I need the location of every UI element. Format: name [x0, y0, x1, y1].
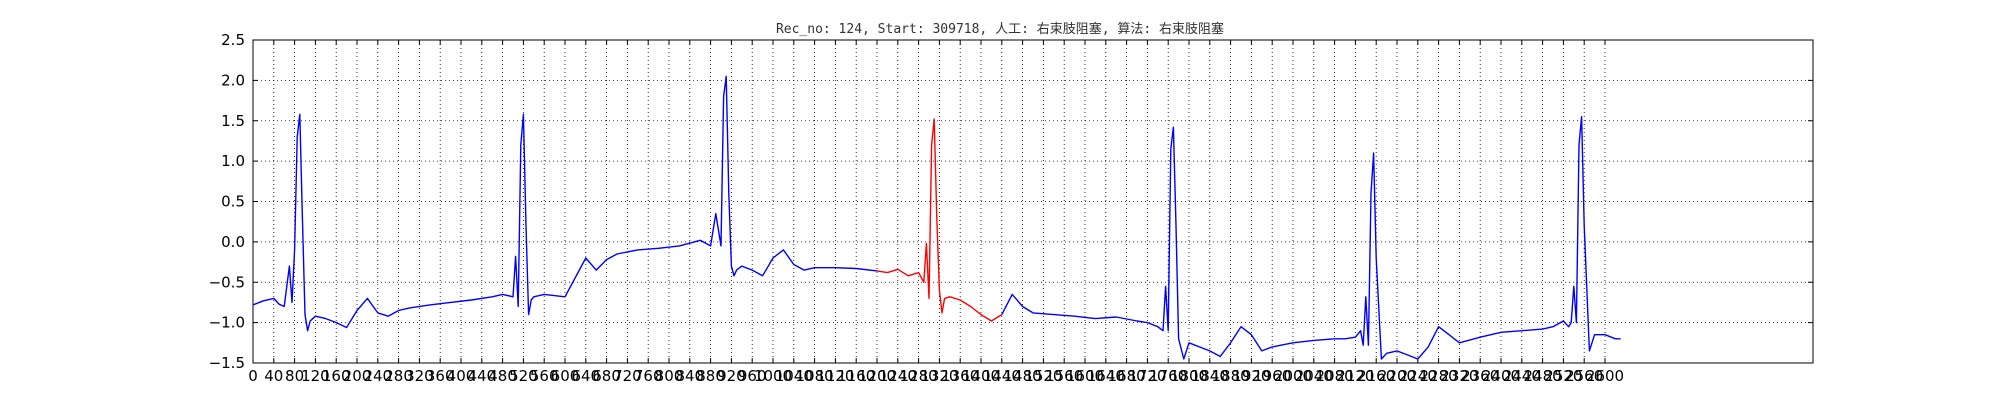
x-tick-label: 2120 [1336, 367, 1374, 385]
x-tick-label: 1000 [754, 367, 792, 385]
x-tick-label: 320 [405, 367, 434, 385]
x-tick-label: 680 [592, 367, 621, 385]
x-tick-label: 1440 [983, 367, 1021, 385]
x-tick-label: 1480 [1004, 367, 1042, 385]
x-tick-label: 600 [551, 367, 580, 385]
x-tick-label: 880 [696, 367, 725, 385]
x-tick-label: 1400 [962, 367, 1000, 385]
x-tick-label: 2600 [1586, 367, 1624, 385]
x-tick-label: 1520 [1024, 367, 1062, 385]
y-tick-label: 1.5 [221, 112, 245, 130]
x-tick-label: 80 [285, 367, 304, 385]
x-tick-label: 2520 [1544, 367, 1582, 385]
x-tick-label: 160 [322, 367, 351, 385]
x-tick-label: 1760 [1149, 367, 1187, 385]
x-tick-label: 520 [509, 367, 538, 385]
x-tick-label: 1840 [1191, 367, 1229, 385]
x-tick-label: 1040 [775, 367, 813, 385]
x-tick-label: 1920 [1232, 367, 1270, 385]
x-tick-label: 440 [467, 367, 496, 385]
y-tick-label: 2.5 [221, 31, 245, 49]
x-tick-label: 2080 [1316, 367, 1354, 385]
x-tick-label: 1160 [837, 367, 875, 385]
y-tick-label: −1.0 [209, 314, 245, 332]
x-tick-label: 2360 [1461, 367, 1499, 385]
x-tick-label: 1720 [1128, 367, 1166, 385]
x-tick-label: 1600 [1066, 367, 1104, 385]
y-tick-label: 0.0 [221, 233, 245, 251]
x-tick-label: 800 [655, 367, 684, 385]
x-tick-label: 2400 [1482, 367, 1520, 385]
x-tick-label: 1080 [796, 367, 834, 385]
x-tick-label: 840 [675, 367, 704, 385]
x-tick-label: 40 [264, 367, 283, 385]
x-tick-label: 1960 [1253, 367, 1291, 385]
x-tick-label: 240 [363, 367, 392, 385]
x-tick-label: 2160 [1357, 367, 1395, 385]
ecg-series-line [252, 75, 878, 332]
x-tick-label: 2320 [1440, 367, 1478, 385]
x-tick-label: 2040 [1295, 367, 1333, 385]
y-tick-label: 2.0 [221, 71, 245, 89]
x-tick-label: 1120 [816, 367, 854, 385]
x-tick-label: 2440 [1503, 367, 1541, 385]
x-tick-label: 1560 [1045, 367, 1083, 385]
y-axis-ticks: −1.5 −1.0 −0.5 0.0 0.5 1.0 1.5 2.0 2.5 [209, 31, 1813, 372]
ecg-series-line [1001, 115, 1621, 360]
x-tick-label: 1800 [1170, 367, 1208, 385]
x-tick-label: 1320 [920, 367, 958, 385]
x-tick-label: 2200 [1378, 367, 1416, 385]
x-tick-label: 360 [426, 367, 455, 385]
x-tick-label: 560 [530, 367, 559, 385]
ecg-traces [252, 75, 1621, 360]
x-tick-label: 120 [301, 367, 330, 385]
x-axis-ticks: 0 40 8012016020024028032036040044048052056… [248, 40, 1624, 385]
y-tick-label: 1.0 [221, 152, 245, 170]
x-tick-label: 920 [717, 367, 746, 385]
x-tick-label: 1280 [900, 367, 938, 385]
x-tick-label: 2560 [1565, 367, 1603, 385]
x-tick-label: 400 [447, 367, 476, 385]
x-tick-label: 280 [384, 367, 413, 385]
chart-title: Rec_no: 124, Start: 309718, 人工: 右束肢阻塞, 算… [775, 22, 1225, 37]
x-tick-label: 1680 [1108, 367, 1146, 385]
y-tick-label: 0.5 [221, 193, 245, 211]
x-tick-label: 2280 [1420, 367, 1458, 385]
x-tick-label: 640 [571, 367, 600, 385]
x-tick-label: 0 [248, 367, 258, 385]
x-tick-label: 720 [613, 367, 642, 385]
x-tick-label: 1640 [1087, 367, 1125, 385]
y-tick-label: −1.5 [209, 354, 245, 372]
x-tick-label: 2480 [1524, 367, 1562, 385]
x-tick-label: 1200 [858, 367, 896, 385]
x-tick-label: 480 [488, 367, 517, 385]
y-tick-label: −0.5 [209, 273, 245, 291]
x-tick-label: 2240 [1399, 367, 1437, 385]
x-tick-label: 1240 [879, 367, 917, 385]
x-tick-label: 200 [343, 367, 372, 385]
x-tick-label: 960 [738, 367, 767, 385]
x-tick-label: 1880 [1212, 367, 1250, 385]
x-tick-label: 760 [634, 367, 663, 385]
ecg-series-line [876, 118, 1003, 322]
grid-lines [253, 40, 1813, 363]
x-tick-label: 1360 [941, 367, 979, 385]
x-tick-label: 2000 [1274, 367, 1312, 385]
